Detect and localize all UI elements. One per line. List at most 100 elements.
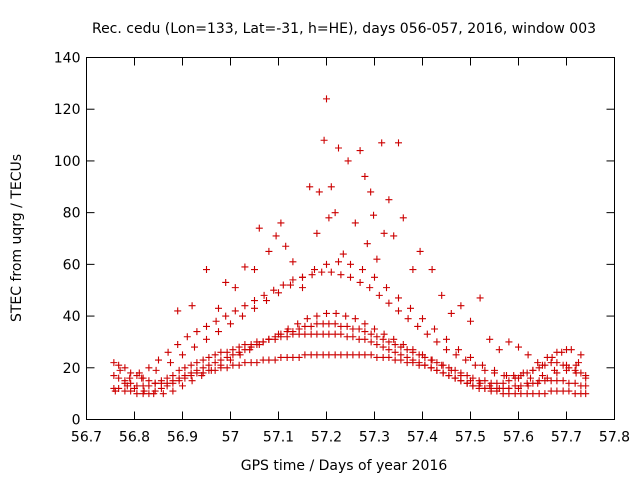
data-point (191, 343, 198, 351)
data-point (467, 353, 474, 361)
data-point (505, 377, 513, 385)
data-point (115, 361, 123, 369)
data-point (367, 338, 375, 346)
data-point (347, 260, 354, 268)
data-point (127, 387, 135, 395)
y-tick-label: 100 (54, 154, 81, 170)
data-point (174, 341, 182, 349)
data-point (327, 183, 335, 191)
data-point (294, 320, 302, 328)
data-point (481, 377, 489, 385)
data-point (438, 361, 446, 369)
data-point (539, 361, 546, 369)
data-point (361, 320, 369, 328)
data-point (159, 390, 167, 398)
data-point (361, 335, 369, 343)
data-point (380, 330, 388, 338)
data-point (157, 377, 165, 385)
data-point (361, 351, 369, 359)
data-point (339, 250, 347, 258)
data-point (337, 351, 345, 359)
data-point (467, 317, 474, 325)
data-point (181, 374, 189, 382)
data-point (211, 351, 219, 359)
data-point (255, 224, 263, 232)
x-tick-label: 57 (222, 430, 240, 446)
y-tick-label: 0 (72, 413, 81, 429)
data-point (127, 369, 135, 377)
data-point (414, 322, 422, 330)
data-point (299, 273, 306, 281)
data-point (373, 341, 381, 349)
data-point (193, 369, 201, 377)
data-point (452, 351, 460, 359)
data-point (510, 372, 518, 380)
data-point (524, 351, 532, 359)
data-point (486, 335, 494, 343)
data-point (301, 322, 309, 330)
data-point (301, 330, 309, 338)
data-point (215, 304, 222, 312)
data-point (246, 346, 254, 354)
data-point (259, 338, 267, 346)
data-point (335, 258, 342, 266)
data-point (313, 312, 321, 320)
data-point (529, 390, 537, 398)
data-point (169, 387, 177, 395)
data-point (263, 297, 270, 305)
x-axis: 56.7 56.8 56.9 57 57.1 57.2 57.3 57.4 57.5 57.6 57… (71, 57, 630, 446)
data-point (241, 359, 249, 367)
data-point (438, 291, 446, 299)
data-point (447, 309, 455, 317)
data-point (229, 361, 237, 369)
data-point (179, 382, 186, 390)
data-point (367, 330, 375, 338)
data-point (457, 302, 465, 310)
data-point (239, 312, 246, 320)
data-point (222, 278, 230, 286)
data-point (571, 379, 579, 387)
data-point (505, 384, 513, 392)
data-point (462, 356, 470, 364)
data-point (167, 359, 174, 367)
data-point (187, 372, 195, 380)
data-point (397, 351, 405, 359)
x-tick-label: 57.3 (359, 430, 390, 446)
data-point (308, 271, 316, 279)
y-tick-label: 60 (63, 257, 81, 273)
data-point (582, 374, 590, 382)
data-point (481, 366, 489, 374)
data-point (251, 304, 258, 312)
data-series (110, 95, 590, 398)
data-point (375, 291, 383, 299)
data-point (378, 139, 386, 147)
data-point (399, 214, 407, 222)
data-point (371, 325, 378, 333)
data-point (164, 348, 172, 356)
data-point (399, 341, 407, 349)
data-point (337, 271, 345, 279)
chart-title: Rec. cedu (Lon=133, Lat=-31, h=HE), days… (92, 21, 596, 37)
data-point (241, 341, 249, 349)
data-point (373, 353, 381, 361)
data-point (349, 333, 357, 341)
data-point (385, 196, 393, 204)
data-point (451, 374, 459, 382)
data-point (367, 188, 375, 196)
data-point (327, 268, 335, 276)
x-tick-label: 57.4 (407, 430, 438, 446)
x-tick-label: 56.8 (119, 430, 150, 446)
y-tick-label: 40 (63, 309, 81, 325)
data-point (145, 382, 153, 390)
data-point (223, 364, 231, 372)
data-point (515, 374, 522, 382)
data-point (283, 333, 291, 341)
data-point (543, 374, 551, 382)
data-point (457, 372, 465, 380)
y-tick-label: 20 (63, 361, 81, 377)
data-point (236, 351, 244, 359)
data-point (491, 366, 498, 374)
data-point (476, 379, 484, 387)
x-tick-label: 57.5 (455, 430, 486, 446)
